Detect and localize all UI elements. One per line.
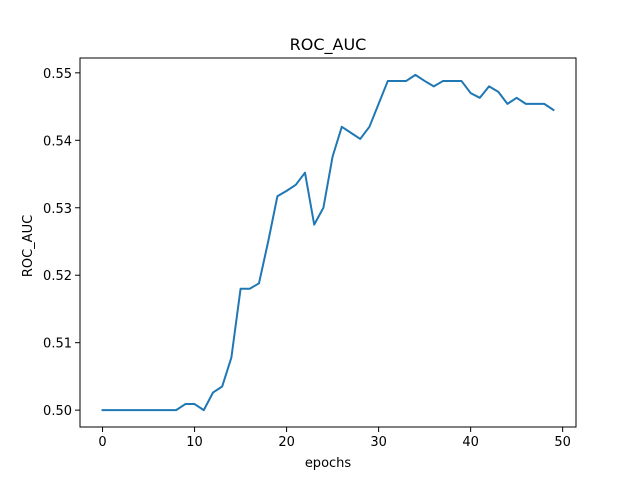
y-axis-label: ROC_AUC xyxy=(21,215,36,277)
y-tick-label: 0.52 xyxy=(43,269,72,284)
plot-area: 0 10 20 30 40 50 0.50 0.51 0.52 0.53 0.54 0.55 xyxy=(43,57,577,450)
y-tick-label: 0.51 xyxy=(43,337,72,352)
x-tick-label: 30 xyxy=(370,435,387,450)
y-tick-label: 0.50 xyxy=(43,404,72,419)
x-tick-label: 10 xyxy=(186,435,203,450)
series-line-0 xyxy=(101,73,555,412)
y-tick-label: 0.53 xyxy=(43,202,72,217)
y-tick-label: 0.54 xyxy=(43,134,72,149)
x-tick-label: 20 xyxy=(278,435,295,450)
chart-title: ROC_AUC xyxy=(290,35,367,55)
axes-frame xyxy=(79,57,577,428)
x-tick-label: 40 xyxy=(462,435,479,450)
x-tick-label: 0 xyxy=(98,435,106,450)
x-axis-label: epochs xyxy=(305,456,352,471)
y-tick-label: 0.55 xyxy=(43,67,72,82)
x-tick-label: 50 xyxy=(554,435,571,450)
